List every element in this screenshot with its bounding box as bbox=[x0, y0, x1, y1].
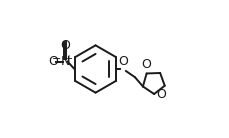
Text: O: O bbox=[157, 87, 166, 100]
Text: +: + bbox=[65, 54, 73, 64]
Text: O: O bbox=[118, 55, 128, 68]
Text: O: O bbox=[142, 58, 152, 71]
Text: O: O bbox=[60, 39, 70, 52]
Text: O: O bbox=[48, 55, 58, 68]
Text: −: − bbox=[52, 54, 61, 64]
Text: N: N bbox=[60, 55, 70, 68]
